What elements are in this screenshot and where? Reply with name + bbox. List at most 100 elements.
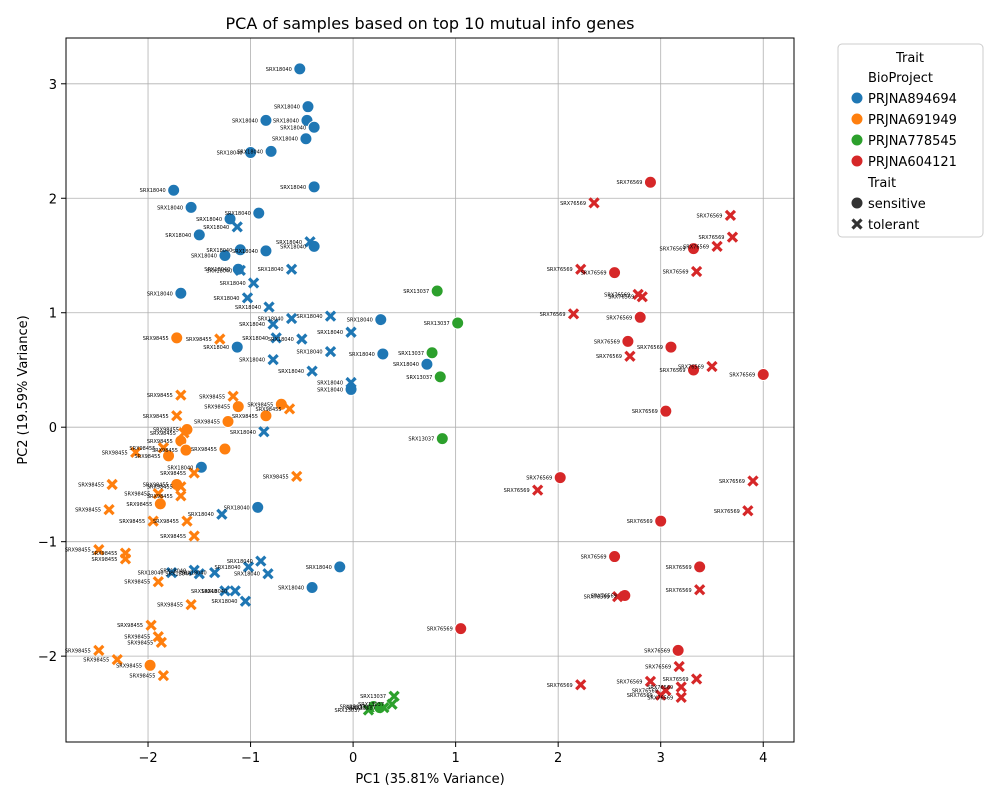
point-label: SRX98455 [117, 623, 143, 629]
data-point-sensitive [192, 228, 206, 242]
point-label: SRX98455 [147, 393, 173, 399]
point-label: SRX76569 [606, 315, 632, 321]
point-label: SRX98455 [116, 663, 142, 669]
point-label: SRX18040 [224, 505, 250, 511]
point-label: SRX13037 [403, 289, 429, 295]
point-label: SRX98455 [65, 548, 91, 554]
data-point-sensitive [259, 113, 273, 127]
point-label: SRX98455 [143, 482, 169, 488]
data-point-tolerant [386, 698, 398, 710]
data-point-tolerant [227, 390, 239, 402]
plot-frame [65, 37, 795, 743]
data-point-tolerant [181, 515, 193, 527]
data-point-tolerant [188, 530, 200, 542]
data-point-tolerant [388, 690, 400, 702]
legend-frame [837, 43, 984, 238]
data-point-sensitive [756, 368, 770, 382]
point-label: SRX18040 [317, 330, 343, 336]
point-label: SRX76569 [645, 664, 671, 670]
point-label: SRX18040 [274, 105, 300, 111]
data-point-tolerant [145, 619, 157, 631]
point-label: SRX76569 [678, 365, 704, 371]
point-label: SRX76569 [526, 476, 552, 482]
legend-style-entries: sensitive tolerant [850, 196, 926, 233]
point-label: SRX18040 [297, 314, 323, 320]
data-point-tolerant [267, 318, 279, 330]
legend-label: PRJNA894694 [868, 92, 957, 107]
point-label: SRX18040 [306, 565, 332, 571]
data-point-tolerant [362, 704, 375, 716]
legend-heading: Trait [895, 51, 924, 66]
data-point-sensitive [259, 244, 273, 258]
y-tick-label: 3 [49, 78, 57, 93]
x-tick-label: 1 [451, 751, 459, 766]
x-tick-label: −1 [241, 751, 260, 766]
legend-label: PRJNA604121 [868, 155, 957, 170]
point-label: SRX13037 [346, 706, 372, 712]
data-point-tolerant [742, 505, 754, 517]
data-point-tolerant [706, 360, 718, 373]
point-label: SRX18040 [239, 322, 265, 328]
data-point-tolerant [673, 660, 685, 673]
point-label: SRX98455 [263, 474, 289, 480]
point-label: SRX76569 [581, 555, 607, 561]
point-label: SRX18040 [258, 316, 284, 322]
point-label: SRX13037 [350, 706, 376, 712]
point-label: SRX18040 [191, 253, 217, 259]
point-label: SRX18040 [138, 571, 164, 577]
point-label: SRX98455 [232, 414, 258, 420]
data-point-tolerant [175, 481, 187, 493]
point-label: SRX76569 [427, 627, 453, 633]
data-point-sensitive [451, 316, 465, 330]
data-point-tolerant [188, 467, 200, 479]
legend-marker [850, 154, 864, 168]
point-label: SRX98455 [143, 336, 169, 342]
point-label: SRX98455 [147, 439, 173, 445]
data-point-sensitive [420, 357, 434, 371]
point-label: SRX98455 [91, 557, 117, 563]
point-label: SRX98455 [147, 485, 173, 491]
point-label: SRX76569 [660, 368, 686, 374]
point-label: SRX76569 [714, 509, 740, 515]
point-label: SRX18040 [280, 185, 306, 191]
data-point-tolerant [171, 410, 183, 422]
data-point-sensitive [231, 400, 245, 414]
point-label: SRX18040 [232, 118, 258, 124]
point-label: SRX76569 [637, 345, 663, 351]
data-point-sensitive [305, 580, 319, 594]
data-point-tolerant [296, 333, 308, 345]
data-point-sensitive [621, 334, 635, 348]
data-point-tolerant [291, 470, 303, 483]
data-point-sensitive [301, 100, 315, 114]
x-tick-label: 3 [657, 751, 665, 766]
legend-label: sensitive [868, 197, 926, 212]
data-point-tolerant [588, 197, 600, 209]
data-point-sensitive [223, 212, 237, 226]
data-point-tolerant [119, 553, 132, 565]
axis-ticks: −2 −1 0 1 2 3 4 −2 −1 0 1 2 3 [38, 78, 768, 766]
point-label: SRX13037 [334, 708, 360, 714]
data-point-tolerant [130, 446, 142, 459]
data-point-sensitive [264, 144, 278, 158]
y-tick-label: −1 [38, 536, 57, 551]
data-point-sensitive [633, 310, 647, 324]
data-point-tolerant [624, 350, 636, 362]
point-label: SRX18040 [239, 358, 265, 364]
point-label: SRX76569 [666, 588, 692, 594]
data-point-tolerant [111, 653, 123, 666]
point-label: SRX18040 [211, 599, 237, 605]
x-tick-label: 2 [554, 751, 562, 766]
point-label: SRX98455 [153, 427, 179, 433]
point-label: SRX13037 [360, 694, 386, 700]
data-point-sensitive [654, 514, 668, 528]
point-label: SRX18040 [276, 240, 302, 246]
data-point-sensitive [608, 266, 622, 280]
point-label: SRX98455 [124, 635, 150, 641]
data-point-tolerant [175, 389, 187, 401]
x-axis-label: PC1 (35.81% Variance) [355, 772, 504, 787]
data-point-tolerant [345, 326, 357, 338]
data-point-tolerant [324, 346, 337, 358]
plot-background [66, 38, 794, 742]
point-label: SRX98455 [127, 640, 153, 646]
point-label: SRX18040 [268, 337, 294, 343]
